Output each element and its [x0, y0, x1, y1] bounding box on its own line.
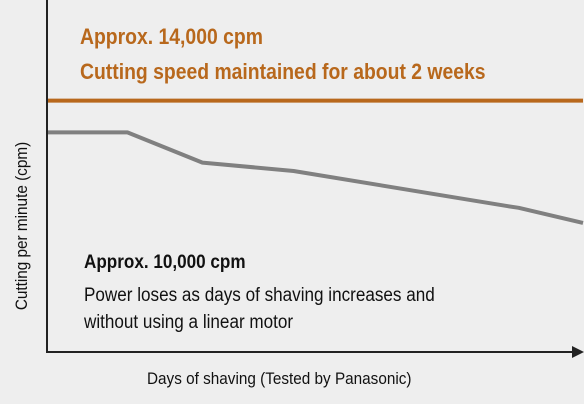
x-axis-label: Days of shaving (Tested by Panasonic)	[147, 369, 412, 388]
top-note-annotation: Cutting speed maintained for about 2 wee…	[80, 59, 486, 84]
series-line-2	[47, 130, 584, 225]
bottom-value-annotation: Approx. 10,000 cpm	[84, 252, 246, 273]
top-value-annotation: Approx. 14,000 cpm	[80, 24, 263, 49]
x-axis-arrow	[572, 346, 584, 358]
y-axis-label: Cutting per minute (cpm)	[12, 141, 31, 311]
bottom-note-line1: Power loses as days of shaving increases…	[84, 285, 435, 306]
bottom-note-line2: without using a linear motor	[84, 312, 294, 333]
series-layer	[47, 98, 584, 225]
